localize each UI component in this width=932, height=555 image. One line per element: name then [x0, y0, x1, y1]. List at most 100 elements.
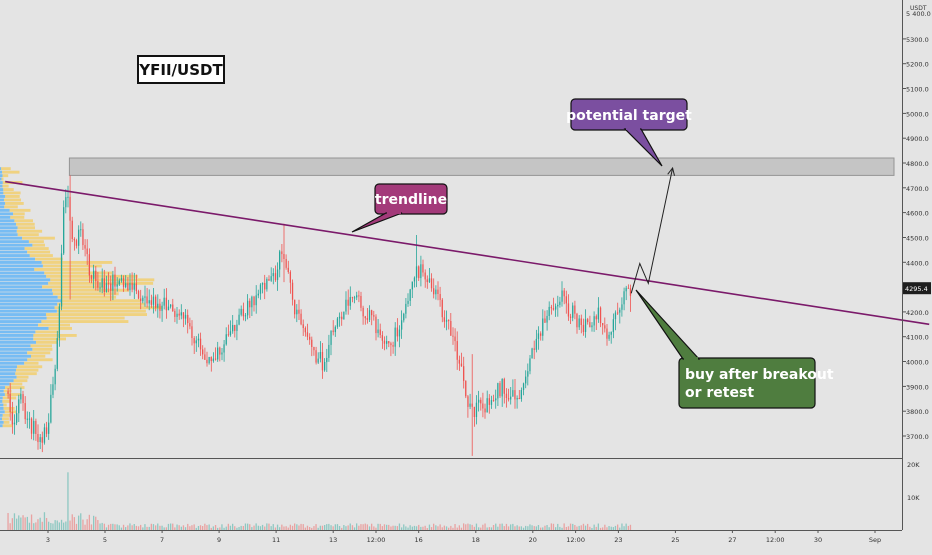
volume-bar: [576, 526, 578, 530]
candle-body: [276, 269, 279, 280]
volume-bar: [537, 525, 540, 530]
candle-body: [591, 325, 593, 328]
volume-bar: [437, 526, 439, 530]
candle-body: [161, 305, 163, 311]
volume-bar: [433, 523, 435, 530]
volume-bar: [90, 524, 93, 530]
volume-profile-bar-yellow: [32, 243, 45, 247]
volume-profile-bar-yellow: [16, 222, 35, 226]
candle-body: [334, 326, 336, 333]
volume-profile-bar-yellow: [46, 313, 147, 316]
volume-bar: [507, 526, 510, 530]
candle-body: [232, 325, 234, 332]
candle-body: [26, 418, 28, 420]
time-tick-label: 23: [614, 536, 622, 544]
candle-body: [172, 304, 174, 311]
volume-bar: [330, 525, 332, 530]
candle-body: [208, 357, 210, 364]
volume-bar: [343, 525, 345, 530]
candle-body: [73, 239, 75, 241]
candle-body: [60, 253, 63, 307]
candle-body: [610, 332, 612, 335]
volume-bar: [255, 523, 257, 530]
candle-body: [150, 300, 152, 305]
projection-arrowhead: [667, 166, 675, 176]
candle-body: [351, 297, 354, 299]
candle-body: [225, 334, 227, 345]
candle-body: [589, 322, 591, 328]
volume-bar: [63, 522, 65, 530]
candle-body: [458, 359, 460, 364]
candle-body: [274, 273, 277, 281]
candle-body: [608, 334, 610, 339]
volume-profile-bar-blue: [0, 323, 39, 327]
volume-bar: [627, 525, 629, 530]
volume-bar: [580, 525, 582, 530]
candle-body: [426, 279, 428, 283]
time-tick-label: 25: [671, 536, 679, 544]
volume-bar: [540, 527, 542, 530]
volume-bar: [219, 527, 221, 530]
candle-body: [345, 299, 347, 312]
candle-body: [336, 318, 339, 327]
volume-profile-bar-yellow: [27, 351, 51, 355]
candle-body: [214, 358, 217, 360]
candle-body: [142, 297, 144, 302]
volume-bar: [199, 525, 202, 530]
volume-bar: [242, 526, 244, 530]
candle-body: [193, 338, 195, 344]
volume-bar: [572, 523, 574, 530]
candle-body: [63, 207, 65, 254]
candle-body: [39, 437, 41, 442]
volume-bars: [7, 472, 632, 531]
candle-body: [328, 344, 330, 358]
candle-body: [152, 296, 155, 305]
candle-body: [88, 254, 90, 276]
candle-body: [386, 341, 388, 344]
volume-bar: [602, 527, 604, 530]
candle-body: [557, 304, 559, 307]
time-tick-label: 18: [472, 536, 480, 544]
candle-body: [497, 383, 499, 399]
volume-bar: [165, 527, 167, 530]
candle-body: [561, 290, 563, 302]
price-tick-label: 5100.0: [906, 86, 929, 94]
time-tick-label: 16: [415, 536, 423, 544]
volume-bar: [439, 524, 441, 530]
volume-bar: [118, 525, 120, 530]
candle-body: [475, 402, 478, 417]
volume-bar: [516, 525, 518, 530]
volume-bar: [478, 527, 480, 530]
candle-body: [576, 313, 578, 328]
volume-bar: [276, 524, 279, 530]
volume-bar: [356, 523, 358, 530]
volume-bar: [338, 526, 341, 530]
volume-bar: [612, 527, 614, 530]
candle-body: [394, 327, 396, 347]
candle-body: [623, 291, 625, 305]
volume-profile-bar-blue: [0, 254, 30, 257]
volume-profile-bar-yellow: [61, 299, 140, 303]
volume-bar: [174, 527, 176, 530]
candle-body: [368, 310, 371, 320]
candle-body: [219, 347, 221, 355]
volume-bar: [142, 527, 144, 530]
volume-profile-bar-yellow: [16, 375, 29, 379]
volume-profile-bar-blue: [0, 372, 16, 376]
volume-bar: [522, 527, 525, 530]
volume-bar: [336, 524, 339, 530]
volume-bar: [159, 525, 161, 530]
volume-bar: [418, 524, 420, 530]
volume-profile-bar-yellow: [57, 295, 117, 299]
candle-body: [467, 396, 469, 407]
volume-profile-bar-blue: [0, 316, 47, 320]
candle-body: [379, 329, 381, 336]
volume-profile-bar-yellow: [16, 368, 39, 372]
volume-bar: [486, 527, 488, 530]
time-tick-label: 5: [103, 536, 107, 544]
candle-body: [311, 339, 313, 347]
volume-profile-bar-yellow: [31, 354, 46, 358]
volume-profile-bar-yellow: [52, 288, 129, 292]
candle-body: [388, 341, 390, 344]
candle-body: [99, 287, 101, 289]
